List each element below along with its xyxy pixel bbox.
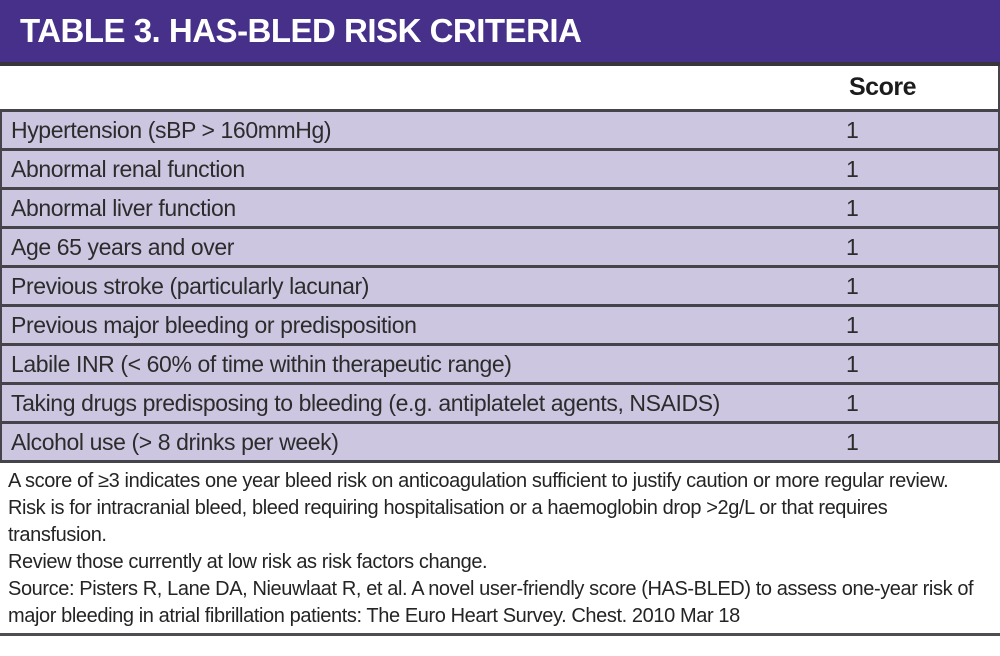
score-cell: 1 <box>846 428 859 455</box>
criteria-cell: Previous major bleeding or predispositio… <box>11 311 417 338</box>
footnote-review-advice: Review those currently at low risk as ri… <box>8 551 488 573</box>
criteria-cell: Hypertension (sBP > 160mmHg) <box>11 116 332 143</box>
page-title: TABLE 3. HAS-BLED RISK CRITERIA <box>20 12 582 49</box>
table-row: Alcohol use (> 8 drinks per week) 1 <box>2 424 998 463</box>
score-cell: 1 <box>846 116 859 143</box>
table-row: Taking drugs predisposing to bleeding (e… <box>2 385 998 424</box>
criteria-cell: Abnormal renal function <box>11 155 245 182</box>
criteria-cell: Abnormal liver function <box>11 194 236 221</box>
table-row: Abnormal renal function 1 <box>2 151 998 190</box>
source-citation: Source: Pisters R, Lane DA, Nieuwlaat R,… <box>8 578 974 627</box>
score-cell: 1 <box>846 272 859 299</box>
table-footnotes: A score of ≥3 indicates one year bleed r… <box>0 463 1000 630</box>
table-rows: Hypertension (sBP > 160mmHg) 1 Abnormal re… <box>0 112 998 463</box>
score-cell: 1 <box>846 233 859 260</box>
table-row: Labile INR (< 60% of time within therape… <box>2 346 998 385</box>
risk-criteria-table: Score Hypertension (sBP > 160mmHg) 1 Abnor… <box>0 66 1000 463</box>
table-row: Abnormal liver function 1 <box>2 190 998 229</box>
criteria-cell: Alcohol use (> 8 drinks per week) <box>11 428 339 455</box>
table-row: Age 65 years and over 1 <box>2 229 998 268</box>
criteria-cell: Age 65 years and over <box>11 233 235 260</box>
score-cell: 1 <box>846 194 859 221</box>
score-cell: 1 <box>846 155 859 182</box>
footnote-risk-explanation: A score of ≥3 indicates one year bleed r… <box>8 470 949 546</box>
criteria-cell: Labile INR (< 60% of time within therape… <box>11 350 512 377</box>
score-cell: 1 <box>846 311 859 338</box>
criteria-cell: Taking drugs predisposing to bleeding (e… <box>11 389 720 416</box>
score-cell: 1 <box>846 389 859 416</box>
bottom-divider <box>0 633 1000 636</box>
table-row: Previous major bleeding or predispositio… <box>2 307 998 346</box>
table-row: Hypertension (sBP > 160mmHg) 1 <box>2 112 998 151</box>
table-header-row: Score <box>0 66 998 112</box>
score-cell: 1 <box>846 350 859 377</box>
table-row: Previous stroke (particularly lacunar) 1 <box>2 268 998 307</box>
criteria-cell: Previous stroke (particularly lacunar) <box>11 272 370 299</box>
score-column-header: Score <box>849 73 916 101</box>
table-title-bar: TABLE 3. HAS-BLED RISK CRITERIA <box>0 0 1000 66</box>
